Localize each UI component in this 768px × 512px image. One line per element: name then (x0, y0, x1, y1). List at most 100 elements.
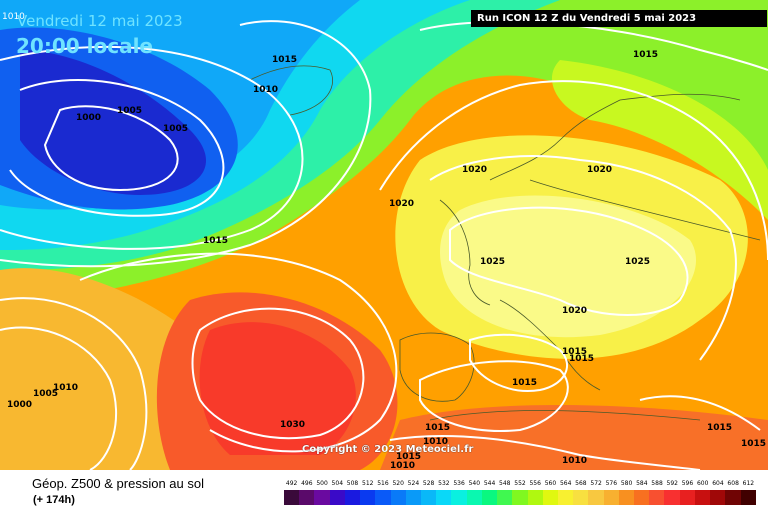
weather-map: 1000 1005 1005 1010 1015 1015 1015 1020 … (0, 0, 768, 470)
isobar-label: 1020 (587, 165, 612, 175)
isobar-1015-inner (469, 333, 569, 392)
isobar-label: 1015 (633, 50, 658, 60)
isobar-1015-med (419, 360, 569, 432)
isobar-label: 1030 (280, 420, 305, 430)
color-scale-label: 580 (620, 480, 633, 487)
isobar-1010 (0, 45, 304, 250)
low-core (20, 50, 206, 195)
color-scale-label: 604 (712, 480, 724, 487)
isobar-label: 1015 (569, 354, 594, 364)
date-prefix-label: 1010 (2, 12, 25, 22)
legend-footer: Géop. Z500 & pression au sol (+ 174h) 49… (0, 470, 768, 512)
color-scale-swatch (694, 490, 711, 505)
color-scale-label: 536 (453, 480, 465, 487)
border-line (529, 179, 761, 241)
color-scale-swatch (390, 490, 406, 505)
isobar-lines (0, 20, 768, 470)
color-scale-label: 524 (407, 480, 420, 487)
color-scale-swatch (344, 490, 361, 505)
isobar-label: 1010 (423, 437, 448, 447)
color-scale-swatch (314, 490, 330, 505)
coastline-scandinavia (489, 93, 741, 181)
isobar-label: 1010 (390, 461, 415, 470)
color-scale-label: 608 (727, 480, 739, 487)
color-scale-label: 600 (696, 480, 709, 487)
color-scale-label: 560 (544, 480, 557, 487)
isobar-1030 (191, 307, 365, 439)
map-canvas: 1000 1005 1005 1010 1015 1015 1015 1020 … (0, 0, 768, 470)
color-scale-swatch (436, 490, 452, 505)
color-scale-labels: 492 496 500 504 508 512 516 520 524 528 532 536 540 5… (284, 480, 756, 490)
color-scale-swatch (618, 490, 635, 505)
isobar-1010-south (389, 434, 701, 470)
z500-band-lime (551, 60, 768, 220)
color-scale-label: 504 (331, 480, 344, 487)
isobar-1010-west (0, 297, 148, 470)
color-scale-label: 576 (605, 480, 618, 487)
isobar-1005 (9, 79, 225, 217)
isobar-1020-east (429, 155, 737, 361)
isobar-label: 1025 (625, 257, 650, 267)
copyright-notice: Copyright © 2023 Meteociel.fr (302, 444, 474, 455)
coastline-iceland-greenland (249, 65, 333, 116)
isobar-1015-east (379, 80, 768, 261)
isobar-label: 1000 (7, 400, 32, 410)
color-scale-swatch (360, 490, 376, 505)
high-core (199, 322, 356, 455)
color-scale-label: 492 (285, 480, 298, 487)
color-scale-swatch (603, 490, 619, 505)
isobar-label: 1010 (53, 383, 78, 393)
color-scale-swatch (405, 490, 421, 505)
color-scale-label: 592 (666, 480, 678, 487)
color-scale-label: 596 (681, 480, 694, 487)
isobar-label: 1010 (253, 85, 278, 95)
color-scale-label: 548 (499, 480, 511, 487)
color-scale-label: 572 (590, 480, 602, 487)
color-scale-swatch (420, 490, 437, 505)
isobar-labels: 1000 1005 1005 1010 1015 1015 1015 1020 … (7, 50, 766, 470)
isobar-label: 1015 (707, 423, 732, 433)
color-scale-swatch (740, 490, 756, 505)
forecast-date: Vendredi 12 mai 2023 (17, 12, 183, 30)
isobar-label: 1005 (33, 389, 58, 399)
color-scale-swatch (679, 490, 695, 505)
color-scale-swatch (329, 490, 345, 505)
color-scale-label: 512 (362, 480, 374, 487)
color-scale-swatch (542, 490, 558, 505)
isobar-label: 1015 (396, 452, 421, 462)
isobar-1025 (449, 206, 689, 316)
isobar-label: 1015 (512, 378, 537, 388)
color-scale-label: 568 (575, 480, 587, 487)
color-scale-label: 564 (559, 480, 572, 487)
isobar-label: 1020 (562, 306, 587, 316)
color-scale-label: 544 (483, 480, 496, 487)
color-scale-label: 588 (651, 480, 663, 487)
color-scale-bar (284, 490, 756, 505)
color-scale-swatch (710, 490, 726, 505)
isobar-label: 1015 (562, 347, 587, 357)
isobar-label: 1005 (117, 106, 142, 116)
color-scale-swatch (527, 490, 543, 505)
isobar-label: 1010 (562, 456, 587, 466)
isobar-label: 1015 (741, 439, 766, 449)
isobar-1000 (43, 105, 179, 192)
isobar-1020-high (79, 252, 398, 453)
color-scale-swatch (466, 490, 482, 505)
color-scale-label: 540 (468, 480, 481, 487)
color-scale-label: 500 (316, 480, 328, 487)
isobar-1015-north (0, 20, 372, 268)
color-scale-label: 528 (422, 480, 435, 487)
color-scale-swatch (588, 490, 604, 505)
isobar-label: 1025 (480, 257, 505, 267)
coastline-britain (439, 199, 491, 306)
color-scale-swatch (725, 490, 741, 505)
color-scale-label: 612 (742, 480, 755, 487)
coastlines (249, 65, 761, 421)
color-scale-swatch (664, 490, 680, 505)
color-scale-swatch (512, 490, 528, 505)
color-scale-label: 516 (377, 480, 389, 487)
color-scale-swatch (497, 490, 513, 505)
color-scale-swatch (573, 490, 589, 505)
color-scale-swatch (299, 490, 315, 505)
isobar-label: 1020 (389, 199, 414, 209)
